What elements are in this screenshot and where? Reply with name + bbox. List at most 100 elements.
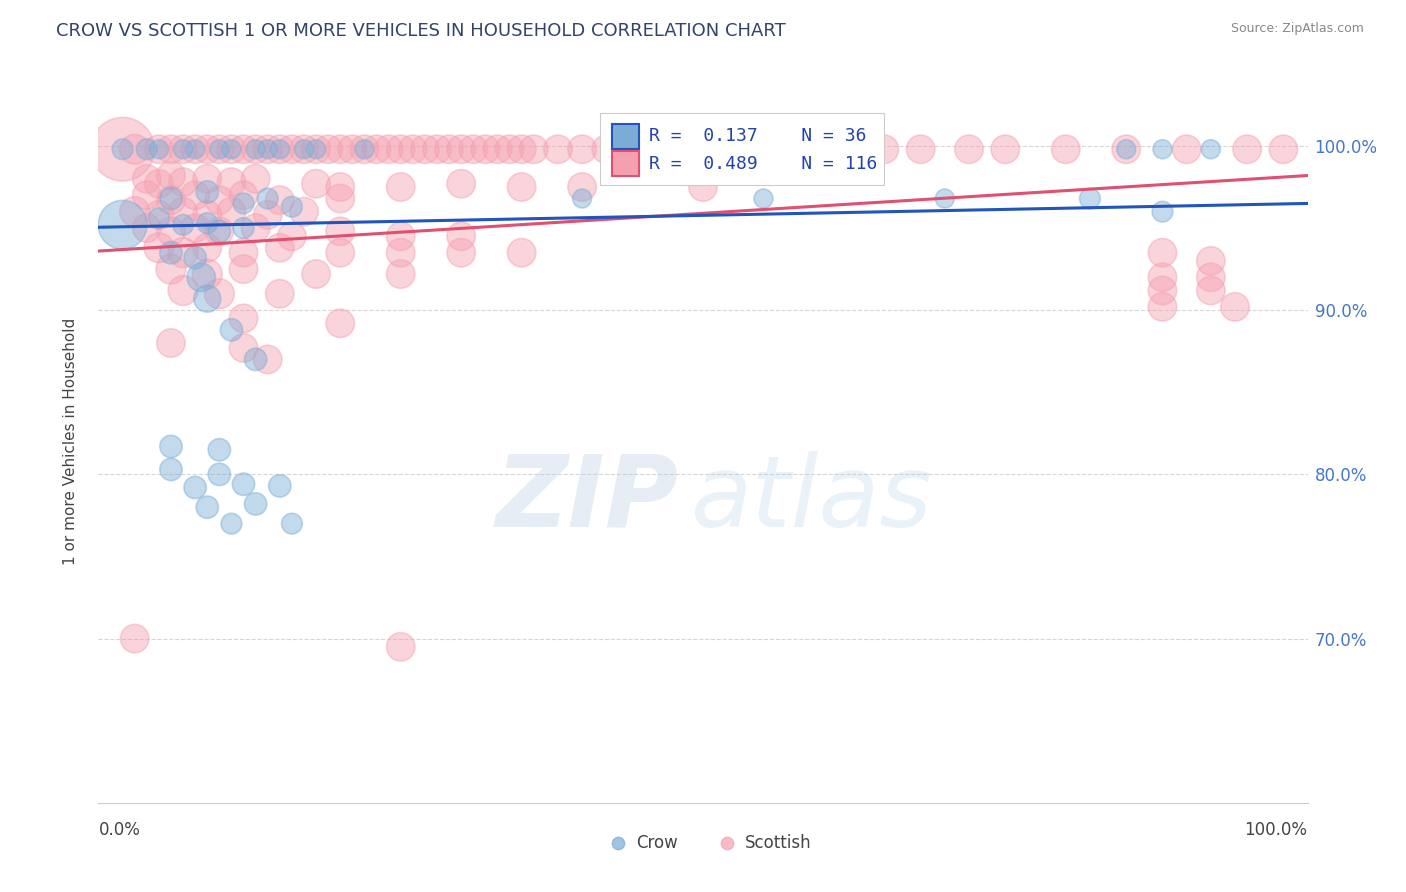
Point <box>523 142 546 156</box>
Point <box>160 462 183 476</box>
Point <box>195 142 218 156</box>
Point <box>256 192 278 206</box>
Point <box>281 200 304 214</box>
Point <box>292 142 315 156</box>
Point <box>184 142 207 156</box>
Point <box>256 142 278 156</box>
Point <box>1115 142 1137 156</box>
Point <box>245 142 267 156</box>
Point <box>389 180 412 194</box>
Point <box>957 142 980 156</box>
Point <box>571 180 593 194</box>
Point <box>644 142 666 156</box>
Point <box>329 180 352 194</box>
Point <box>292 142 315 156</box>
Point <box>571 192 593 206</box>
Point <box>1199 270 1222 285</box>
Point <box>837 142 859 156</box>
Point <box>208 467 231 482</box>
Point <box>221 142 243 156</box>
Point <box>305 142 328 156</box>
Point <box>221 142 243 156</box>
Point <box>208 224 231 238</box>
Text: atlas: atlas <box>690 450 932 548</box>
Point <box>1152 204 1174 219</box>
Point <box>510 245 533 260</box>
Y-axis label: 1 or more Vehicles in Household: 1 or more Vehicles in Household <box>63 318 77 566</box>
Point <box>716 142 738 156</box>
Point <box>329 142 352 156</box>
Text: CROW VS SCOTTISH 1 OR MORE VEHICLES IN HOUSEHOLD CORRELATION CHART: CROW VS SCOTTISH 1 OR MORE VEHICLES IN H… <box>56 22 786 40</box>
Point <box>195 292 218 306</box>
Point <box>111 142 134 156</box>
Point <box>184 221 207 235</box>
Point <box>208 142 231 156</box>
Point <box>184 188 207 202</box>
Point <box>256 142 278 156</box>
Point <box>135 188 157 202</box>
Point <box>305 142 328 156</box>
Point <box>281 229 304 244</box>
Point <box>148 142 170 156</box>
Point <box>486 142 509 156</box>
Text: R =  0.137    N = 36: R = 0.137 N = 36 <box>648 128 866 145</box>
Point <box>292 204 315 219</box>
Text: R =  0.489    N = 116: R = 0.489 N = 116 <box>648 154 877 173</box>
Point <box>740 142 762 156</box>
Point <box>305 177 328 191</box>
Text: Scottish: Scottish <box>745 833 811 852</box>
Point <box>413 142 436 156</box>
Point <box>172 245 194 260</box>
Point <box>1152 284 1174 298</box>
Point <box>329 316 352 330</box>
Point <box>135 142 157 156</box>
Point <box>281 516 304 531</box>
Point <box>789 142 811 156</box>
FancyBboxPatch shape <box>613 151 638 177</box>
Point <box>1152 300 1174 314</box>
Point <box>124 204 146 219</box>
Point <box>190 270 212 285</box>
Point <box>221 323 243 337</box>
Point <box>571 142 593 156</box>
Point <box>1078 192 1101 206</box>
Point <box>195 185 218 199</box>
Point <box>269 241 291 255</box>
Point <box>160 262 183 277</box>
Point <box>245 171 267 186</box>
Point <box>232 477 254 491</box>
Point <box>765 142 787 156</box>
Point <box>752 192 775 206</box>
Text: Crow: Crow <box>637 833 678 852</box>
Point <box>1223 300 1246 314</box>
Point <box>1152 270 1174 285</box>
Point <box>1054 142 1077 156</box>
Point <box>160 193 183 207</box>
Point <box>353 142 375 156</box>
Point <box>329 192 352 206</box>
Point <box>269 142 291 156</box>
Point <box>124 632 146 646</box>
Point <box>1175 142 1198 156</box>
Text: 100.0%: 100.0% <box>1244 821 1308 838</box>
Point <box>547 142 569 156</box>
Point <box>316 142 339 156</box>
Point <box>232 188 254 202</box>
Point <box>269 286 291 301</box>
Point <box>195 500 218 515</box>
Point <box>389 640 412 654</box>
Point <box>208 142 231 156</box>
FancyBboxPatch shape <box>613 124 638 149</box>
Point <box>160 224 183 238</box>
Point <box>377 142 399 156</box>
Point <box>208 442 231 457</box>
Point <box>160 440 183 454</box>
Point <box>342 142 364 156</box>
Point <box>245 142 267 156</box>
Point <box>232 262 254 277</box>
Point <box>1199 253 1222 268</box>
Point <box>463 142 485 156</box>
Point <box>595 142 617 156</box>
Point <box>389 229 412 244</box>
Point <box>1152 245 1174 260</box>
